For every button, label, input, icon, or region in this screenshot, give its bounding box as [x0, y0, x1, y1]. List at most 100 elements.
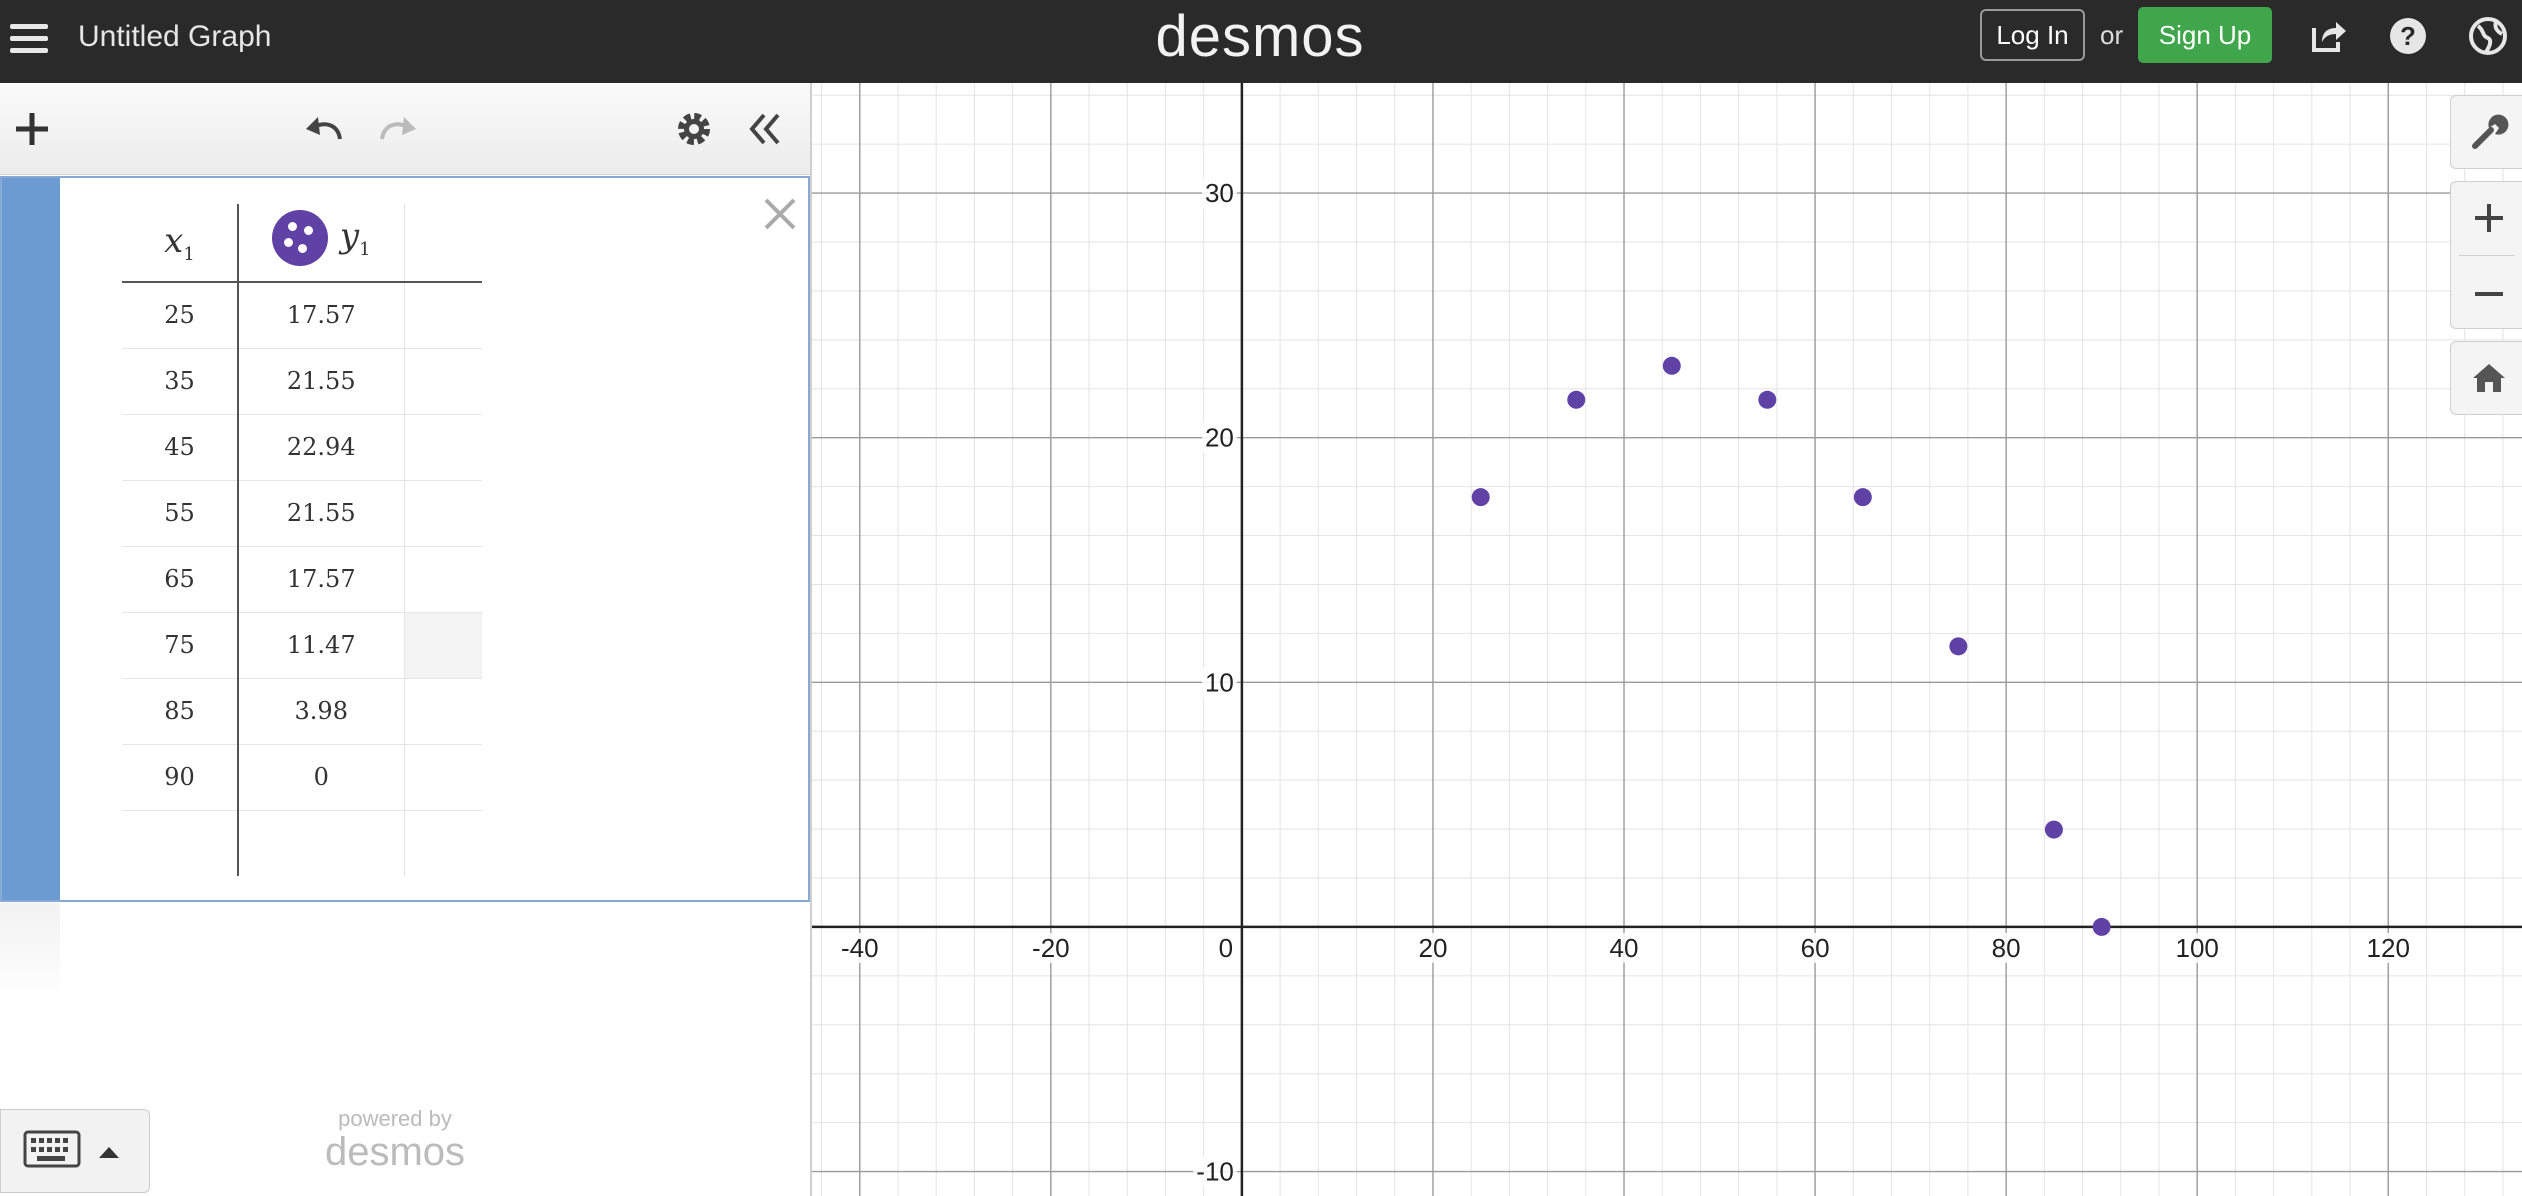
graph-paper[interactable]: -40 -20 0 20 40 60 80 100 120 -10 10 20 30 [812, 83, 2522, 1196]
table-cell-y[interactable]: 22.94 [238, 414, 405, 481]
gear-icon[interactable] [670, 105, 718, 153]
minor-grid [812, 83, 2522, 1196]
table-cell-y[interactable]: 3.98 [238, 678, 405, 745]
table-cell-y[interactable]: 17.57 [238, 282, 405, 349]
x-tick-label: 120 [2367, 933, 2410, 963]
series-style-icon[interactable] [271, 210, 328, 266]
table-cell-empty[interactable] [404, 744, 482, 811]
table-cell-empty[interactable] [404, 612, 482, 679]
data-table: x1 y1 25 17.57 35 21.55 45 22.94 [122, 204, 482, 876]
powered-by-desmos[interactable]: powered by desmos [324, 1106, 466, 1175]
tick-label-background [1797, 932, 1833, 963]
y-tick-labels: -10 10 20 30 [1193, 178, 1237, 1187]
keyboard-toggle-button[interactable] [0, 1109, 150, 1193]
data-point[interactable] [1662, 356, 1681, 375]
column-header-empty[interactable] [404, 204, 482, 283]
x-tick-label: -40 [841, 933, 879, 963]
table-row: 65 17.57 [122, 546, 482, 613]
log-in-button[interactable]: Log In [1980, 9, 2085, 61]
x-tick-label: -20 [1032, 933, 1070, 963]
tick-label-background [1415, 932, 1451, 963]
x-tick-label: 80 [1992, 933, 2021, 963]
x-tick-label: 0 [1219, 933, 1233, 963]
tick-label-background [1606, 932, 1642, 963]
table-cell-y[interactable]: 11.47 [238, 612, 405, 679]
expression-toolbar [0, 83, 810, 175]
svg-text:?: ? [2400, 21, 2416, 51]
tick-label-background [1201, 422, 1237, 453]
x-tick-label: 100 [2176, 933, 2219, 963]
axes [812, 83, 2522, 1196]
data-point[interactable] [2092, 917, 2111, 936]
table-cell-x[interactable]: 55 [122, 480, 239, 547]
table-cell-x[interactable]: 45 [122, 414, 239, 481]
hamburger-icon[interactable] [8, 18, 50, 60]
expression-panel: x1 y1 25 17.57 35 21.55 45 22.94 [0, 83, 812, 1196]
table-row: 85 3.98 [122, 678, 482, 745]
table-cell-empty[interactable] [404, 282, 482, 349]
table-cell-empty[interactable] [404, 414, 482, 481]
add-item-button[interactable] [8, 105, 56, 153]
tick-label-background [1193, 1156, 1237, 1187]
share-icon[interactable] [2306, 14, 2350, 58]
tick-label-background [1201, 667, 1237, 698]
tick-label-background [2172, 932, 2222, 963]
sign-up-button[interactable]: Sign Up [2138, 7, 2272, 63]
column-header-x[interactable]: x1 [122, 204, 239, 283]
table-cell-x[interactable]: 35 [122, 348, 239, 415]
new-expression-slot[interactable] [0, 903, 60, 1003]
tick-label-background [1988, 932, 2024, 963]
tick-label-background [1215, 932, 1237, 963]
table-cell-y[interactable]: 17.57 [238, 546, 405, 613]
keyboard-icon [23, 1130, 81, 1168]
collapse-panel-icon[interactable] [742, 105, 790, 153]
data-point[interactable] [1853, 488, 1872, 507]
table-cell-empty[interactable] [404, 348, 482, 415]
data-point[interactable] [1949, 637, 1968, 656]
table-cell-x[interactable]: 65 [122, 546, 239, 613]
table-row: 25 17.57 [122, 282, 482, 349]
graph-canvas[interactable]: -40 -20 0 20 40 60 80 100 120 -10 10 20 30 [812, 83, 2522, 1196]
help-icon[interactable]: ? [2386, 14, 2430, 58]
table-cell-empty[interactable] [404, 546, 482, 613]
table-cell-x[interactable]: 25 [122, 282, 239, 349]
y-tick-label: 10 [1205, 667, 1234, 697]
default-viewport-button[interactable] [2450, 341, 2522, 415]
data-point[interactable] [1758, 390, 1777, 409]
undo-icon[interactable] [300, 105, 348, 153]
table-cell-x[interactable]: 75 [122, 612, 239, 679]
globe-icon[interactable] [2466, 14, 2510, 58]
table-cell-x[interactable]: 85 [122, 678, 239, 745]
zoom-in-icon[interactable] [2469, 198, 2509, 238]
tick-label-background [1201, 178, 1237, 209]
expression-tab[interactable] [2, 178, 60, 900]
data-point[interactable] [1567, 390, 1586, 409]
wrench-icon [2472, 114, 2509, 149]
table-cell-empty[interactable] [404, 678, 482, 745]
table-row: 55 21.55 [122, 480, 482, 547]
table-cell-y[interactable]: 21.55 [238, 348, 405, 415]
table-cell-x[interactable] [122, 810, 239, 876]
major-grid [812, 83, 2522, 1196]
table-row-empty [122, 810, 482, 876]
data-point[interactable] [2044, 820, 2063, 839]
data-point[interactable] [1471, 488, 1490, 507]
x-tick-labels: -40 -20 0 20 40 60 80 100 120 [837, 932, 2413, 963]
table-cell-x[interactable]: 90 [122, 744, 239, 811]
graph-title[interactable]: Untitled Graph [78, 20, 272, 53]
table-expression[interactable]: x1 y1 25 17.57 35 21.55 45 22.94 [0, 176, 810, 902]
table-cell-y[interactable] [238, 810, 405, 876]
data-points[interactable] [1471, 356, 2111, 936]
table-cell-y[interactable]: 0 [238, 744, 405, 811]
tick-label-background [2363, 932, 2413, 963]
graph-settings-button[interactable] [2450, 95, 2522, 169]
table-cell-y[interactable]: 21.55 [238, 480, 405, 547]
column-header-y[interactable]: y1 [238, 204, 405, 283]
redo-icon[interactable] [374, 105, 422, 153]
y-tick-label: 20 [1205, 423, 1234, 453]
table-cell-empty[interactable] [404, 480, 482, 547]
zoom-out-icon[interactable] [2469, 274, 2509, 314]
desmos-logo: desmos [1155, 4, 1365, 69]
close-icon[interactable] [758, 192, 802, 236]
zoom-controls [2450, 181, 2522, 329]
